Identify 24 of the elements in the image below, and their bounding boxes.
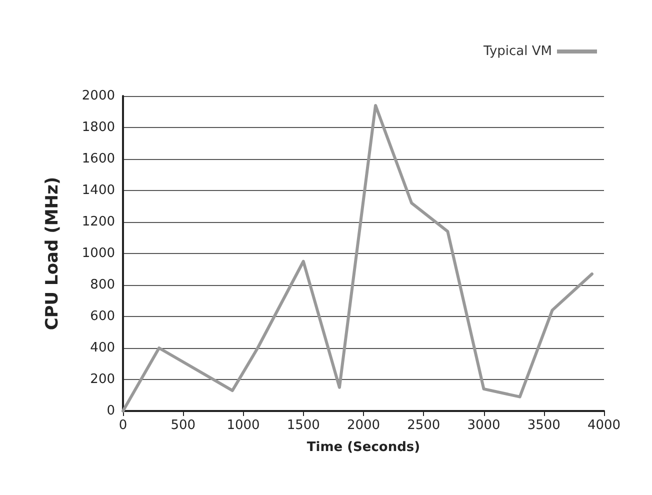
y-tick-label: 200	[90, 372, 115, 387]
line-series	[122, 104, 594, 412]
legend-label: Typical VM	[482, 44, 552, 59]
y-tick-label: 1400	[82, 183, 115, 198]
x-tick-label: 2000	[346, 418, 380, 433]
y-tick-label: 1600	[82, 152, 115, 166]
y-tick-label: 1800	[82, 120, 115, 135]
x-tick-label: 3000	[467, 418, 500, 433]
x-tick-label: 0	[118, 418, 128, 433]
y-tick-label: 400	[90, 340, 115, 356]
y-tick-label: 0	[106, 404, 115, 418]
y-tick-label: 2000	[82, 88, 115, 104]
y-axis-title: CPU Load (MHz)	[42, 176, 62, 330]
x-axis-title: Time (Seconds)	[306, 440, 420, 455]
x-tick-label: 1500	[286, 418, 320, 433]
y-tick-label: 1000	[82, 246, 115, 261]
x-tick-label: 3500	[527, 418, 560, 433]
x-tick-label: 2500	[407, 418, 440, 433]
y-tick-label: 1200	[82, 214, 115, 230]
x-tick-label: 1000	[226, 418, 260, 433]
y-tick-label: 600	[90, 309, 115, 324]
x-tick-label: 4000	[587, 418, 621, 433]
y-tick-label: 800	[90, 278, 115, 292]
x-tick-label: 500	[170, 418, 196, 433]
